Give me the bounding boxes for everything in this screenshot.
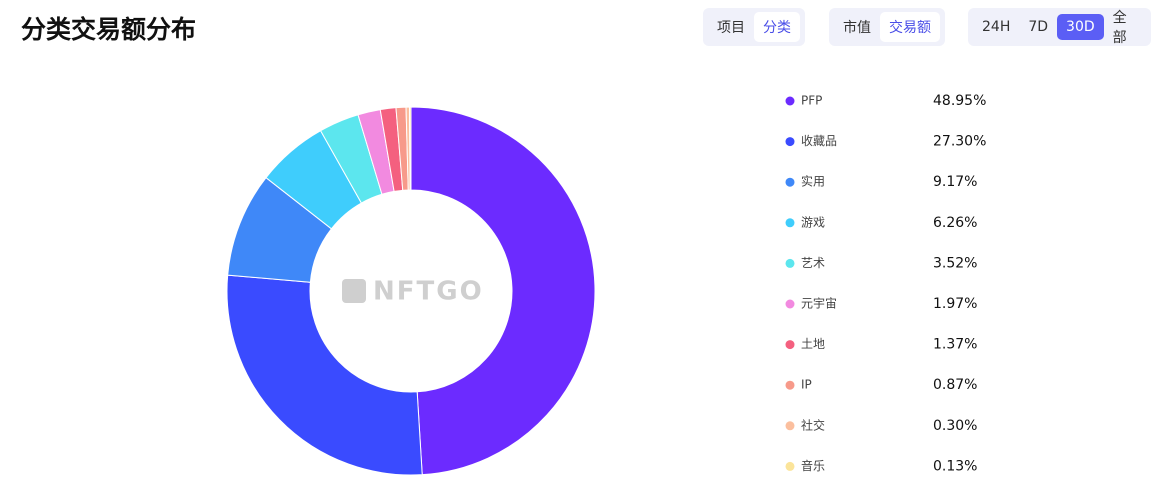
title: 分类交易额分布 [21,15,197,44]
legend-dot [785,177,795,187]
legend-value: 3.52% [933,255,977,271]
tab[interactable]: 交易额 [880,12,940,42]
tab[interactable]: 30D [1057,14,1104,40]
tab[interactable]: 24H [982,19,1011,35]
legend-dot [785,96,795,106]
legend-value: 48.95% [933,93,986,109]
legend-dot [785,380,795,390]
legend-label: 实用 [801,174,825,189]
legend-value: 27.30% [933,134,986,150]
legend-value: 0.30% [933,418,977,434]
legend-label: PFP [801,94,822,108]
legend-label: 音乐 [801,458,825,473]
legend-label: 元宇宙 [801,296,837,311]
legend-value: 0.13% [933,458,977,474]
legend-dot [785,421,795,431]
tab[interactable]: 分类 [754,12,800,42]
legend-value: 6.26% [933,215,977,231]
tab[interactable]: 全部 [1112,10,1127,46]
tab[interactable]: 项目 [717,20,745,36]
legend-dot [785,258,795,268]
legend-label: 土地 [801,337,825,351]
watermark: NFTGO [373,277,484,307]
legend-label: IP [801,378,812,392]
legend-dot [785,137,795,147]
tab-group: 市值 交易额 [829,8,945,46]
tab-group: 项目 分类 [703,8,805,46]
donut-slice [226,274,423,476]
legend-value: 9.17% [933,174,977,190]
tab[interactable]: 市值 [843,20,871,36]
legend-dot [785,299,795,309]
legend-label: 艺术 [801,256,825,270]
legend-label: 游戏 [801,215,825,229]
tab[interactable]: 7D [1028,19,1049,35]
legend-dot [785,218,795,228]
legend-dot [785,340,795,350]
watermark-icon [342,279,366,303]
legend-dot [785,461,795,471]
legend-value: 1.97% [933,296,977,312]
donut-slice [410,106,596,476]
legend-label: 收藏品 [801,134,837,148]
legend-value: 0.87% [933,377,977,393]
legend-value: 1.37% [933,337,977,353]
tab-group: 24H 7D 30D 全部 [968,8,1151,46]
donut-slice [408,106,412,191]
legend-label: 社交 [801,417,825,432]
